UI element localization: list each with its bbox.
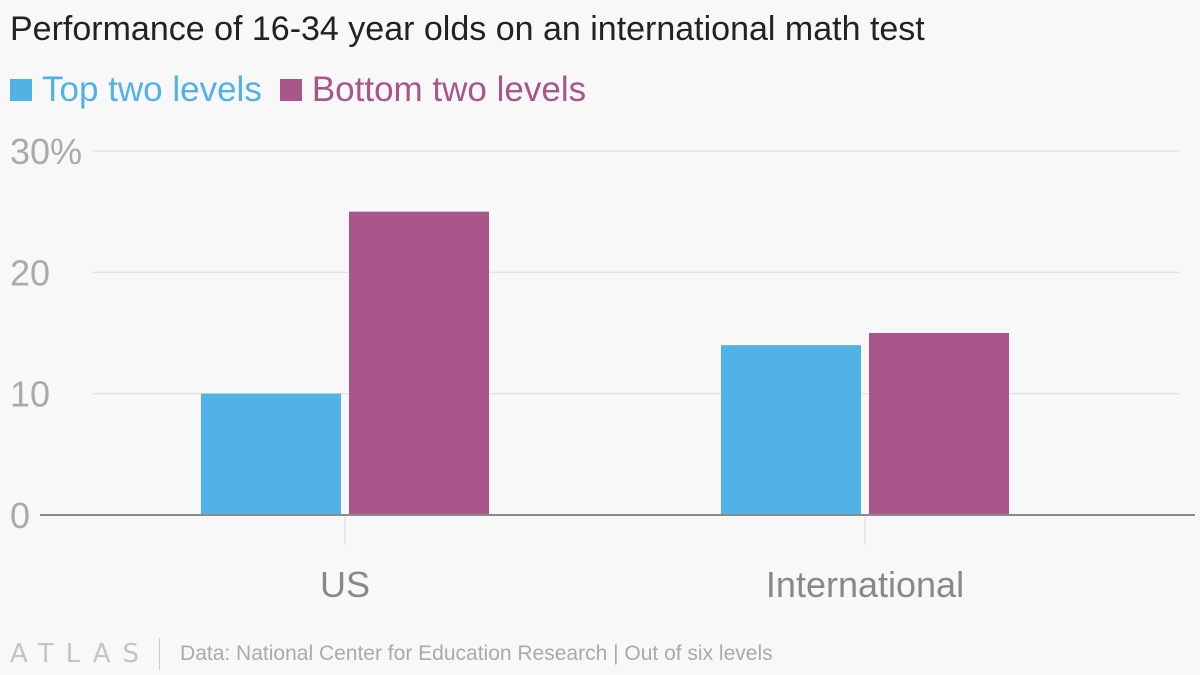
y-tick-label-20: 20 (10, 252, 50, 293)
legend-item-bottom: Bottom two levels (279, 70, 587, 110)
y-tick-label-0: 0 (10, 495, 30, 536)
y-tick-label-30: 30% (10, 131, 82, 172)
source-note: Data: National Center for Education Rese… (180, 642, 773, 665)
bar-international-top (721, 345, 861, 515)
chart-title: Performance of 16-34 year olds on an int… (10, 10, 925, 48)
legend-item-top: Top two levels (10, 70, 262, 110)
legend-swatch-bottom (279, 79, 302, 101)
atlas-logo: ATLAS (10, 639, 152, 669)
legend: Top two levels Bottom two levels (10, 70, 604, 110)
x-tick-label-international: International (766, 564, 964, 605)
legend-label-top: Top two levels (42, 70, 262, 109)
footer-divider (159, 638, 161, 670)
legend-swatch-top (10, 79, 32, 101)
legend-label-bottom: Bottom two levels (311, 70, 587, 109)
y-tick-label-10: 10 (10, 374, 50, 415)
bar-us-bottom (349, 211, 489, 515)
bar-us-top (201, 393, 341, 515)
footer: ATLAS Data: National Center for Educatio… (10, 636, 773, 672)
x-tick-label-us: US (320, 564, 370, 605)
bar-international-bottom (869, 333, 1009, 515)
